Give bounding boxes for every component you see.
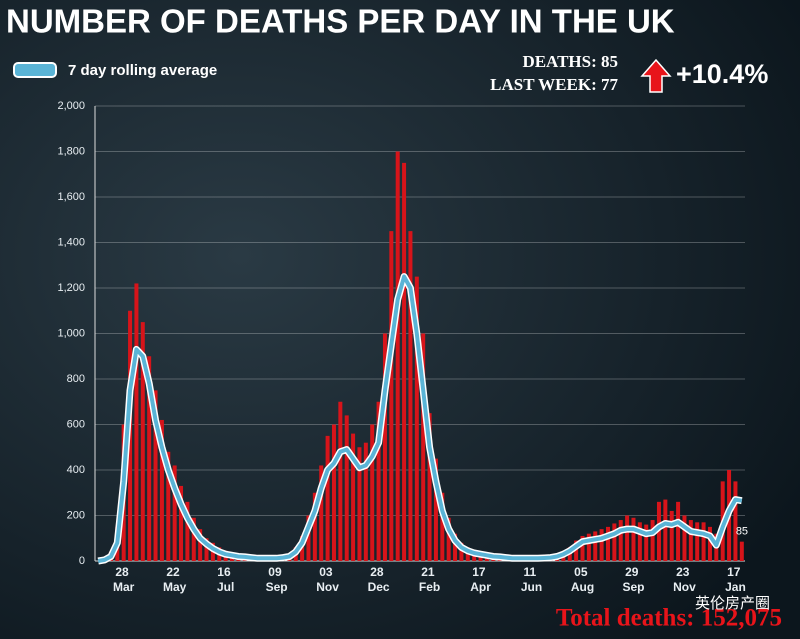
bar [637, 522, 642, 561]
bar [140, 322, 145, 561]
y-tick-label: 400 [67, 464, 85, 476]
x-tick-label: 22 May [163, 565, 187, 594]
bar [433, 458, 438, 561]
bar [319, 465, 324, 561]
bar [453, 533, 458, 561]
bar [389, 231, 394, 561]
bar [644, 524, 649, 561]
y-tick-label: 1,400 [57, 236, 85, 248]
y-tick-label: 1,000 [57, 327, 85, 339]
line [97, 274, 743, 563]
bar [612, 523, 617, 561]
bar [402, 162, 407, 561]
bar [701, 522, 706, 561]
value-label: 85 [736, 526, 748, 538]
bar [593, 531, 598, 561]
x-tick-label: 23 Nov [673, 565, 696, 594]
bar [440, 492, 445, 561]
up-arrow [640, 58, 672, 93]
bar [363, 442, 368, 561]
legend-label: 7 day rolling average [68, 62, 217, 79]
bar [357, 447, 362, 561]
bar [688, 520, 693, 561]
bar [134, 283, 139, 561]
bar [382, 333, 387, 561]
watermark: 英伦房产圈 [695, 594, 770, 612]
bar [159, 419, 164, 561]
bar [446, 517, 451, 561]
x-tick-label: 03 Nov [316, 565, 339, 594]
y-tick-label: 0 [79, 555, 85, 567]
y-tick-label: 1,600 [57, 191, 85, 203]
bar [459, 542, 464, 561]
bar [338, 401, 343, 561]
bar [408, 231, 413, 561]
bar [179, 485, 184, 561]
last-week-stat: LAST WEEK: 77 [490, 75, 618, 94]
bar [605, 526, 610, 561]
bar [625, 515, 630, 561]
bar [166, 451, 171, 561]
bar [331, 424, 336, 561]
bar [427, 413, 432, 561]
x-tick-label: 17 Apr [470, 565, 491, 594]
x-tick-label: 11 Jun [521, 565, 542, 594]
bar [669, 510, 674, 561]
x-tick-label: 28 Mar [113, 565, 135, 594]
deaths-stat: DEATHS: 85 [522, 52, 618, 71]
x-tick-label: 29 Sep [622, 565, 644, 594]
y-tick-label: 600 [67, 418, 85, 430]
bar [695, 522, 700, 561]
bar [421, 333, 426, 561]
bar [312, 492, 317, 561]
bar [580, 535, 585, 561]
bar [733, 481, 738, 561]
x-tick-label: 28 Dec [368, 565, 390, 594]
bar [306, 515, 311, 561]
y-tick-label: 1,200 [57, 282, 85, 294]
bar [618, 520, 623, 561]
bar [676, 501, 681, 561]
y-tick-label: 2,000 [57, 100, 85, 112]
bar [414, 276, 419, 561]
bar [153, 390, 158, 561]
bar [147, 356, 152, 561]
bar [739, 541, 744, 561]
bar [204, 538, 209, 561]
x-tick-label: 17 Jan [725, 565, 746, 594]
bar [586, 533, 591, 561]
bar [599, 529, 604, 561]
bar [191, 517, 196, 561]
bar [370, 424, 375, 561]
bar [198, 529, 203, 561]
chart-title: NUMBER OF DEATHS PER DAY IN THE UK [6, 3, 675, 40]
y-tick-label: 1,800 [57, 145, 85, 157]
change-stat: +10.4% [676, 59, 768, 89]
bar [682, 515, 687, 561]
bar [344, 415, 349, 561]
bar [574, 540, 579, 561]
bar [185, 501, 190, 561]
bar [172, 465, 177, 561]
bar [631, 517, 636, 561]
total-deaths: Total deaths: 152,075 [556, 605, 782, 632]
bar [395, 151, 400, 561]
y-tick-label: 800 [67, 373, 85, 385]
bar [325, 435, 330, 561]
bar [663, 499, 668, 561]
x-tick-label: 16 Jul [217, 565, 234, 594]
x-tick-label: 21 Feb [419, 565, 440, 594]
bar [351, 433, 356, 561]
bar [650, 520, 655, 561]
y-tick-label: 200 [67, 509, 85, 521]
bar [707, 526, 712, 561]
x-tick-label: 09 Sep [266, 565, 288, 594]
legend-swatch [13, 62, 57, 78]
x-tick-label: 05 Aug [571, 565, 594, 594]
bar [376, 401, 381, 561]
